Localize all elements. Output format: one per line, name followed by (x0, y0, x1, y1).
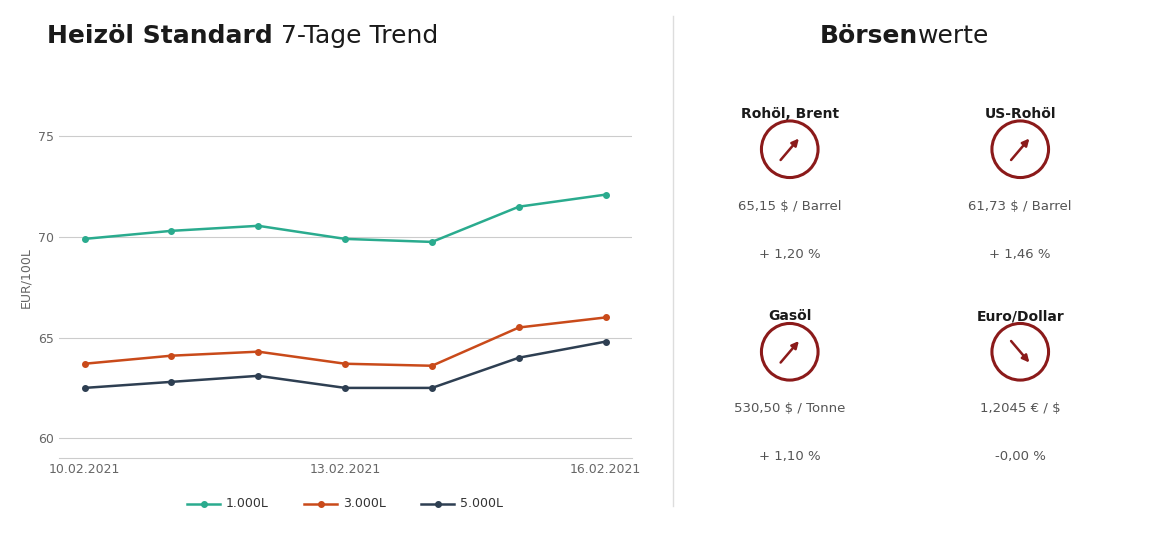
Text: 1,2045 € / $: 1,2045 € / $ (980, 402, 1060, 415)
Text: 3.000L: 3.000L (343, 497, 386, 510)
Text: Gasöl: Gasöl (768, 309, 812, 323)
Text: Euro/Dollar: Euro/Dollar (976, 309, 1065, 323)
Text: + 1,10 %: + 1,10 % (759, 450, 820, 463)
Text: 530,50 $ / Tonne: 530,50 $ / Tonne (734, 402, 846, 415)
Text: 5.000L: 5.000L (460, 497, 503, 510)
Text: 65,15 $ / Barrel: 65,15 $ / Barrel (738, 200, 841, 213)
Text: werte: werte (918, 24, 990, 48)
Text: 61,73 $ / Barrel: 61,73 $ / Barrel (969, 200, 1072, 213)
Text: + 1,46 %: + 1,46 % (990, 248, 1051, 261)
Y-axis label: EUR/100L: EUR/100L (19, 247, 32, 308)
Text: + 1,20 %: + 1,20 % (759, 248, 820, 261)
Text: Börsen: Börsen (820, 24, 918, 48)
Text: -0,00 %: -0,00 % (994, 450, 1046, 463)
Text: US-Rohöl: US-Rohöl (984, 107, 1057, 120)
Text: 7-Tage Trend: 7-Tage Trend (273, 24, 438, 48)
Text: Rohöl, Brent: Rohöl, Brent (741, 107, 839, 120)
Text: Heizöl Standard: Heizöl Standard (47, 24, 273, 48)
Text: 1.000L: 1.000L (226, 497, 269, 510)
